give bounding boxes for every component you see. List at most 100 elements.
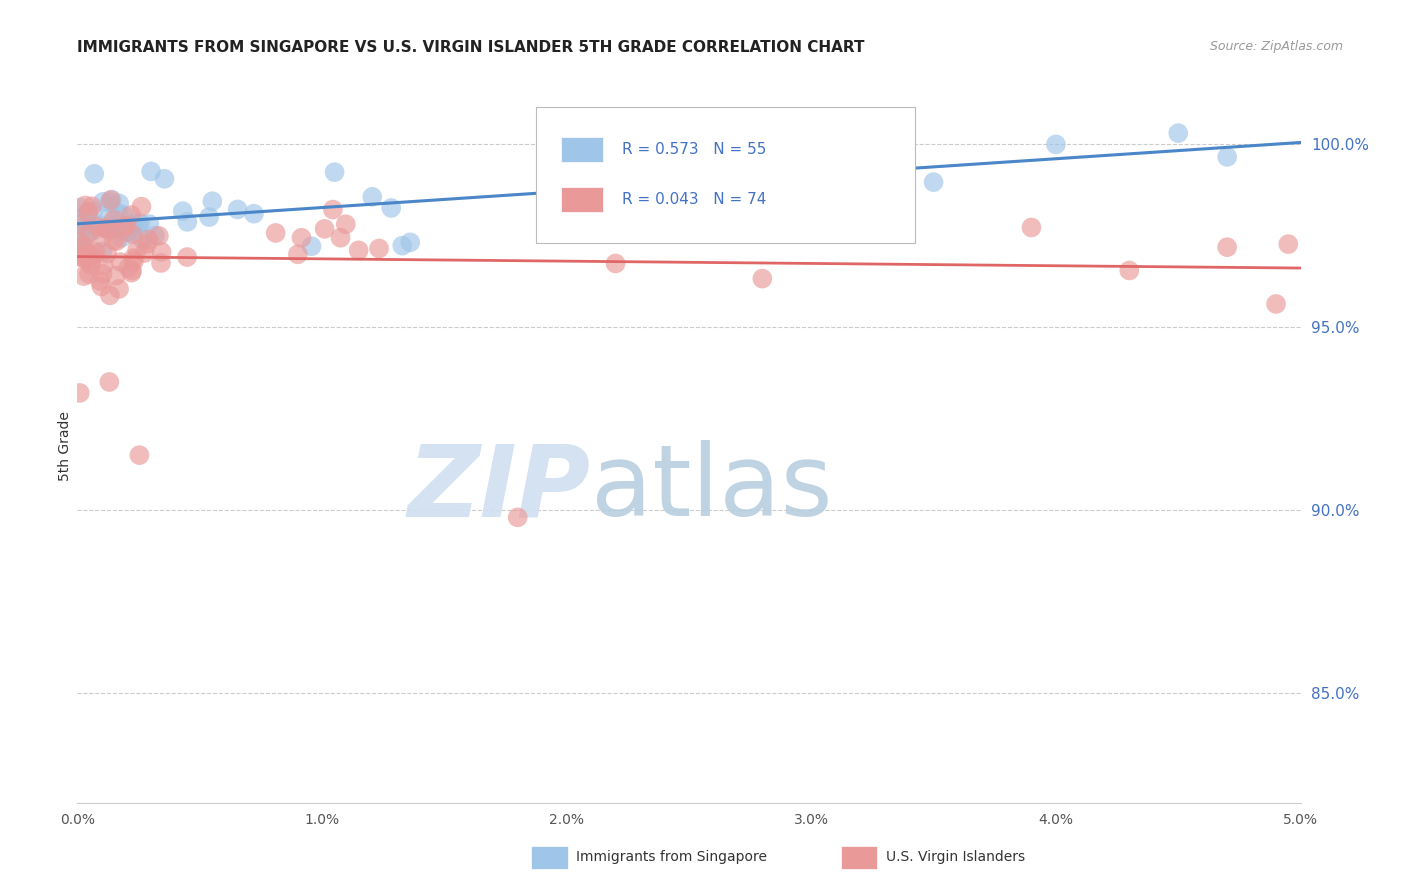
- Point: [91, 230, 114, 244]
- Point: [76, 252, 98, 267]
- Point: [136, 236, 159, 251]
- Point: [87, 218, 110, 232]
- Point: [117, 225, 139, 239]
- Point: [110, 255, 132, 269]
- Point: [1167, 126, 1189, 140]
- Point: [127, 243, 149, 257]
- Point: [201, 194, 224, 209]
- Point: [361, 190, 384, 204]
- Point: [121, 227, 143, 242]
- Point: [80, 254, 103, 268]
- Point: [98, 218, 121, 232]
- Point: [77, 248, 100, 262]
- Point: [91, 244, 114, 259]
- Point: [97, 222, 120, 236]
- Point: [97, 222, 120, 236]
- Point: [323, 165, 346, 179]
- Point: [115, 225, 138, 239]
- Point: [131, 200, 153, 214]
- Point: [108, 222, 131, 236]
- Point: [290, 231, 312, 245]
- Point: [314, 222, 336, 236]
- Point: [122, 254, 145, 268]
- Point: [120, 208, 142, 222]
- Point: [117, 260, 139, 275]
- Point: [73, 269, 96, 284]
- Point: [129, 216, 152, 230]
- Point: [105, 234, 128, 248]
- Point: [138, 217, 160, 231]
- FancyBboxPatch shape: [561, 187, 603, 212]
- Text: U.S. Virgin Islanders: U.S. Virgin Islanders: [886, 850, 1025, 864]
- Point: [72, 238, 94, 252]
- Text: R = 0.043   N = 74: R = 0.043 N = 74: [621, 193, 766, 207]
- Point: [506, 510, 529, 524]
- Point: [83, 247, 105, 261]
- Point: [226, 202, 249, 217]
- Point: [347, 244, 370, 258]
- Point: [110, 231, 132, 245]
- Point: [391, 238, 413, 252]
- Point: [82, 224, 104, 238]
- Point: [96, 246, 118, 260]
- Point: [112, 220, 135, 235]
- Point: [69, 386, 91, 401]
- Point: [139, 164, 162, 178]
- Point: [69, 227, 91, 242]
- Point: [172, 204, 194, 219]
- Point: [97, 211, 120, 226]
- Point: [198, 210, 221, 224]
- Point: [1045, 137, 1067, 152]
- Point: [98, 288, 121, 302]
- Point: [84, 244, 107, 259]
- Point: [134, 246, 156, 260]
- Point: [1021, 220, 1043, 235]
- Point: [176, 215, 198, 229]
- Point: [122, 216, 145, 230]
- Point: [678, 171, 700, 186]
- Point: [150, 256, 173, 270]
- Point: [77, 246, 100, 260]
- Point: [89, 274, 111, 288]
- Point: [555, 162, 578, 177]
- Point: [86, 219, 108, 234]
- Point: [243, 207, 266, 221]
- Point: [128, 448, 150, 462]
- Point: [150, 244, 173, 259]
- Text: Immigrants from Singapore: Immigrants from Singapore: [576, 850, 768, 864]
- Point: [329, 231, 352, 245]
- Point: [77, 227, 100, 241]
- Point: [335, 217, 357, 231]
- Point: [93, 221, 115, 235]
- Point: [322, 202, 344, 217]
- Point: [82, 204, 104, 219]
- Point: [72, 252, 94, 266]
- Point: [112, 208, 135, 222]
- Point: [301, 239, 323, 253]
- Point: [100, 193, 122, 207]
- Point: [1277, 237, 1299, 252]
- FancyBboxPatch shape: [536, 107, 915, 243]
- Text: IMMIGRANTS FROM SINGAPORE VS U.S. VIRGIN ISLANDER 5TH GRADE CORRELATION CHART: IMMIGRANTS FROM SINGAPORE VS U.S. VIRGIN…: [77, 40, 865, 55]
- Point: [69, 235, 91, 249]
- Point: [800, 169, 823, 184]
- Point: [93, 258, 115, 272]
- Point: [77, 205, 100, 219]
- Point: [100, 193, 122, 207]
- Point: [849, 214, 872, 228]
- Point: [70, 211, 93, 226]
- Point: [148, 228, 170, 243]
- Point: [103, 234, 125, 248]
- Point: [380, 201, 402, 215]
- Point: [75, 218, 97, 232]
- Point: [75, 198, 97, 212]
- Text: ZIP: ZIP: [408, 441, 591, 537]
- Point: [108, 282, 131, 296]
- Point: [115, 219, 138, 233]
- Point: [70, 248, 93, 262]
- Point: [80, 199, 103, 213]
- Y-axis label: 5th Grade: 5th Grade: [58, 411, 72, 481]
- Text: atlas: atlas: [591, 441, 832, 537]
- Text: R = 0.573   N = 55: R = 0.573 N = 55: [621, 143, 766, 157]
- Point: [138, 233, 160, 247]
